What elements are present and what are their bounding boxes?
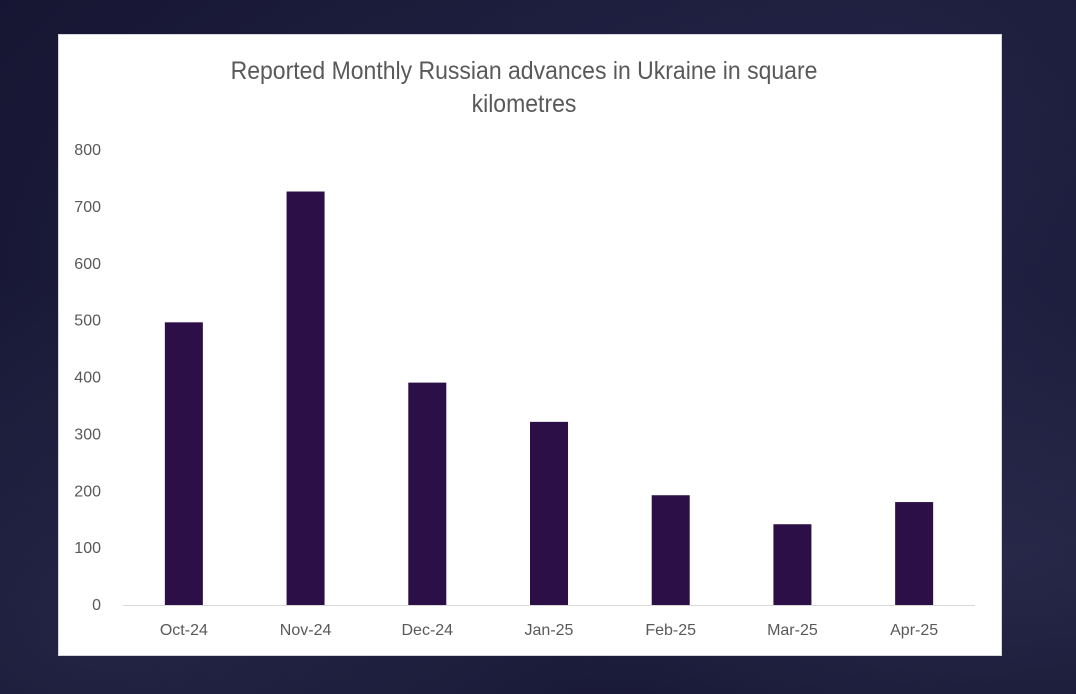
- x-axis-tick-labels: Oct-24 Nov-24 Dec-24 Jan-25 Feb-25 Mar-25 Apr-…: [160, 622, 938, 639]
- y-tick-label: 400: [74, 370, 101, 387]
- chart-panel: Reported Monthly Russian advances in Ukr…: [58, 34, 1002, 656]
- x-tick-label: Jan-25: [525, 622, 574, 639]
- bar-dec-24: [408, 382, 447, 605]
- chart-title-line-2: kilometres: [471, 90, 577, 118]
- bar-mar-25: [773, 524, 812, 605]
- x-tick-label: Oct-24: [160, 622, 208, 639]
- y-tick-label: 100: [74, 540, 101, 557]
- bar-apr-25: [895, 502, 934, 605]
- y-tick-label: 800: [74, 142, 101, 159]
- x-tick-label: Feb-25: [645, 622, 696, 639]
- chart-title-line-1: Reported Monthly Russian advances in Ukr…: [230, 57, 818, 85]
- bars: [164, 191, 934, 606]
- x-tick-label: Dec-24: [401, 622, 453, 639]
- bar-feb-25: [651, 495, 690, 605]
- x-tick-label: Apr-25: [890, 622, 938, 639]
- y-tick-label: 600: [74, 256, 101, 273]
- bar-jan-25: [530, 421, 568, 605]
- bar-oct-24: [164, 322, 203, 605]
- bar-nov-24: [286, 191, 325, 606]
- y-tick-label: 700: [74, 199, 101, 216]
- y-tick-label: 200: [74, 483, 101, 500]
- chart-title: Reported Monthly Russian advances in Ukr…: [96, 55, 952, 121]
- x-tick-label: Nov-24: [280, 622, 332, 639]
- y-axis-tick-labels: 0 100 200 300 400 500 600 700 800: [74, 142, 101, 614]
- x-tick-label: Mar-25: [767, 622, 818, 639]
- y-tick-label: 300: [74, 426, 101, 443]
- bar-chart: 0 100 200 300 400 500 600 700 800 Oct-24 Nov-24 De…: [74, 142, 975, 639]
- y-tick-label: 0: [92, 597, 101, 614]
- y-tick-label: 500: [74, 313, 101, 330]
